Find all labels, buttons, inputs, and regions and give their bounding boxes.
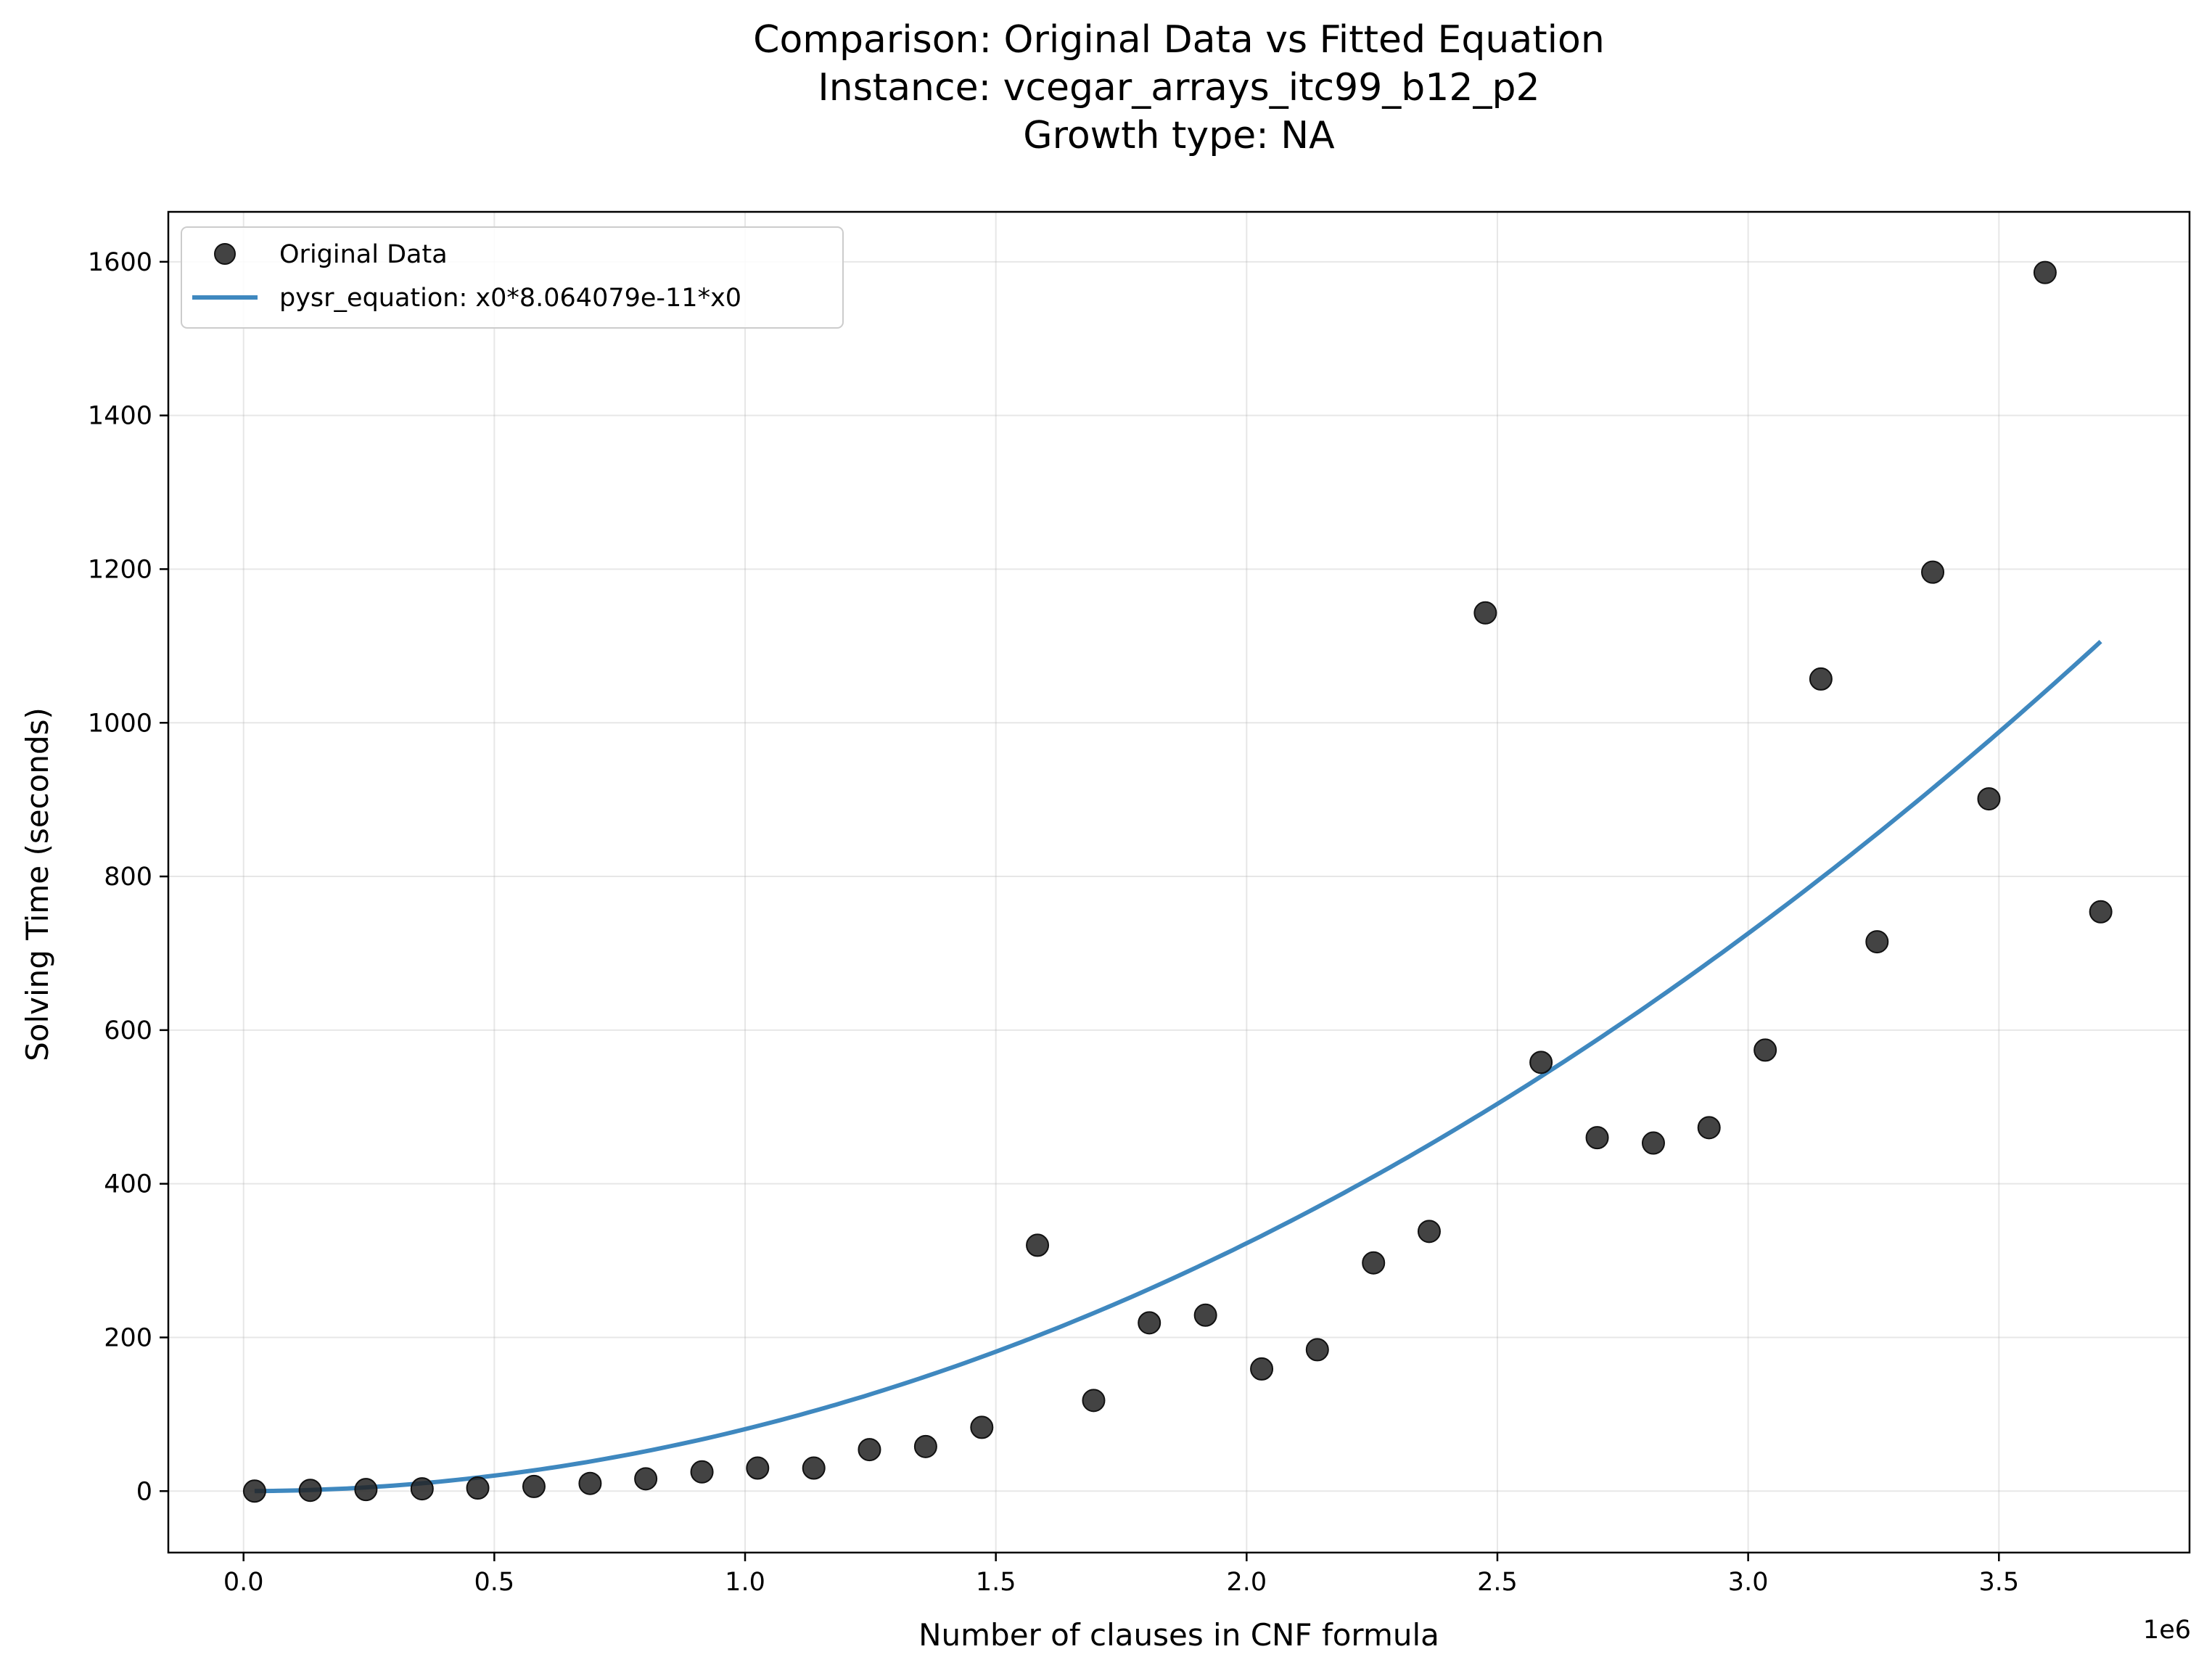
x-axis-label: Number of clauses in CNF formula bbox=[918, 1617, 1439, 1653]
x-axis-ticks: 0.0 0.5 1.0 1.5 2.0 2.5 3.0 3.5 bbox=[223, 1553, 2019, 1597]
y-tick-label: 800 bbox=[104, 863, 152, 892]
data-point bbox=[1809, 667, 1833, 691]
data-point bbox=[354, 1478, 378, 1502]
data-point bbox=[2089, 900, 2113, 924]
chart-title-line-1: Comparison: Original Data vs Fitted Equa… bbox=[753, 18, 1605, 62]
y-tick-label: 1200 bbox=[88, 555, 152, 584]
data-point bbox=[746, 1456, 770, 1480]
y-tick-label: 1600 bbox=[88, 248, 152, 277]
data-point bbox=[1417, 1220, 1441, 1244]
y-tick-label: 400 bbox=[104, 1170, 152, 1199]
data-point bbox=[690, 1460, 714, 1484]
data-point bbox=[1529, 1051, 1553, 1074]
data-point bbox=[1193, 1303, 1217, 1327]
x-tick-label: 2.5 bbox=[1477, 1568, 1518, 1597]
x-tick-label: 0.5 bbox=[474, 1568, 515, 1597]
data-point bbox=[466, 1476, 490, 1500]
legend-label-original-data: Original Data bbox=[279, 240, 448, 269]
plot-area-frame bbox=[167, 210, 2191, 1554]
chart-title: Comparison: Original Data vs Fitted Equa… bbox=[753, 18, 1605, 157]
data-point bbox=[410, 1477, 434, 1501]
data-point bbox=[1865, 930, 1889, 954]
data-point bbox=[2033, 260, 2057, 284]
data-point bbox=[802, 1456, 826, 1480]
y-axis-label: Solving Time (seconds) bbox=[20, 707, 55, 1061]
fitted-curve-group bbox=[254, 639, 2102, 1494]
data-point bbox=[522, 1474, 546, 1498]
data-point bbox=[1585, 1126, 1609, 1150]
data-point bbox=[634, 1467, 658, 1491]
grid bbox=[168, 212, 2190, 1553]
x-axis-offset-text: 1e6 bbox=[2143, 1616, 2191, 1645]
y-axis-ticks: 0 200 400 600 800 1000 1200 1400 1600 bbox=[88, 248, 168, 1506]
y-tick-label: 1000 bbox=[88, 709, 152, 738]
legend: Original Data pysr_equation: x0*8.064079… bbox=[181, 226, 844, 329]
data-point bbox=[1753, 1038, 1777, 1062]
data-point bbox=[1977, 787, 2001, 811]
data-point bbox=[1697, 1116, 1721, 1140]
x-tick-label: 1.0 bbox=[725, 1568, 765, 1597]
legend-box bbox=[181, 226, 844, 329]
x-tick-label: 0.0 bbox=[223, 1568, 264, 1597]
x-tick-label: 3.0 bbox=[1728, 1568, 1769, 1597]
data-point bbox=[1473, 601, 1497, 625]
legend-label-fitted-equation: pysr_equation: x0*8.064079e-11*x0 bbox=[279, 284, 741, 313]
legend-marker-original-data bbox=[214, 243, 236, 265]
y-tick-label: 200 bbox=[104, 1323, 152, 1352]
data-point bbox=[970, 1415, 994, 1439]
y-tick-label: 600 bbox=[104, 1016, 152, 1045]
data-point bbox=[858, 1438, 881, 1462]
data-point bbox=[1305, 1338, 1329, 1362]
data-point bbox=[1362, 1251, 1386, 1275]
data-points bbox=[242, 260, 2113, 1503]
y-tick-label: 1400 bbox=[88, 402, 152, 431]
data-point bbox=[913, 1434, 937, 1458]
x-tick-label: 2.0 bbox=[1226, 1568, 1267, 1597]
data-point bbox=[1026, 1233, 1050, 1257]
data-point bbox=[1250, 1357, 1274, 1381]
data-point bbox=[242, 1479, 266, 1503]
fitted-curve bbox=[254, 639, 2102, 1494]
x-tick-label: 1.5 bbox=[976, 1568, 1016, 1597]
chart-title-line-3: Growth type: NA bbox=[1023, 114, 1335, 157]
data-point bbox=[578, 1471, 602, 1495]
data-point bbox=[1082, 1389, 1106, 1413]
y-tick-label: 0 bbox=[136, 1477, 152, 1506]
data-point bbox=[1921, 560, 1945, 584]
chart-title-line-2: Instance: vcegar_arrays_itc99_b12_p2 bbox=[818, 66, 1539, 110]
data-point bbox=[1138, 1311, 1161, 1335]
x-tick-label: 3.5 bbox=[1978, 1568, 2019, 1597]
data-point bbox=[298, 1479, 322, 1503]
data-point bbox=[1641, 1131, 1665, 1155]
